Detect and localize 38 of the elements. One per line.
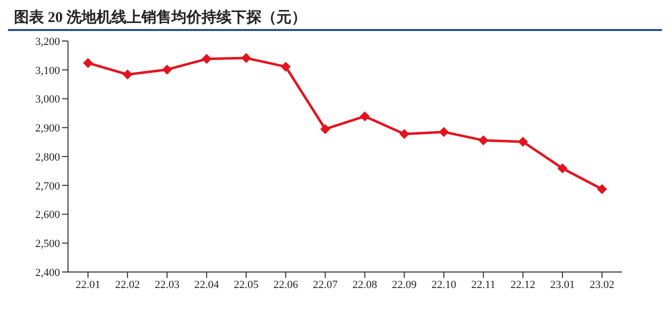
point xyxy=(399,128,410,139)
point xyxy=(83,58,93,68)
x-tick-label: 22.02 xyxy=(115,278,140,291)
point xyxy=(280,62,291,72)
x-tick-label: 22.08 xyxy=(352,278,378,291)
x-tick-label: 22.12 xyxy=(510,278,536,291)
point xyxy=(360,111,370,122)
y-tick-label: 2,900 xyxy=(35,122,60,135)
x-tick-label: 23.02 xyxy=(590,278,614,291)
x-tick-label: 22.04 xyxy=(194,278,220,291)
point xyxy=(162,64,172,75)
point xyxy=(597,184,607,194)
y-tick-label: 3,000 xyxy=(35,94,60,106)
point xyxy=(320,124,330,134)
point xyxy=(518,136,528,147)
y-tick-label: 2,700 xyxy=(35,180,60,192)
x-tick-label: 23.01 xyxy=(550,278,575,291)
x-tick-label: 22.10 xyxy=(431,278,457,291)
x-tick-label: 22.05 xyxy=(234,278,260,291)
x-tick-label: 22.09 xyxy=(392,278,418,291)
y-tick-label: 2,800 xyxy=(35,151,60,164)
point xyxy=(557,163,568,174)
point xyxy=(241,53,252,64)
y-tick-label: 2,400 xyxy=(35,266,60,279)
x-tick-label: 22.03 xyxy=(154,278,180,291)
point xyxy=(202,54,212,64)
x-tick-label: 22.07 xyxy=(312,278,338,291)
point xyxy=(478,135,488,146)
y-tick-label: 3,200 xyxy=(35,36,60,48)
point xyxy=(122,69,133,80)
y-tick-label: 2,500 xyxy=(35,238,60,250)
y-tick-label: 2,600 xyxy=(35,209,60,222)
point xyxy=(438,126,449,137)
x-tick-label: 22.11 xyxy=(471,278,496,291)
y-tick-label: 3,100 xyxy=(35,64,60,77)
chart-title: 图表 20 洗地机线上销售均价持续下探（元） xyxy=(8,8,662,31)
x-tick-label: 22.06 xyxy=(273,278,299,291)
x-tick-label: 22.01 xyxy=(76,278,100,291)
